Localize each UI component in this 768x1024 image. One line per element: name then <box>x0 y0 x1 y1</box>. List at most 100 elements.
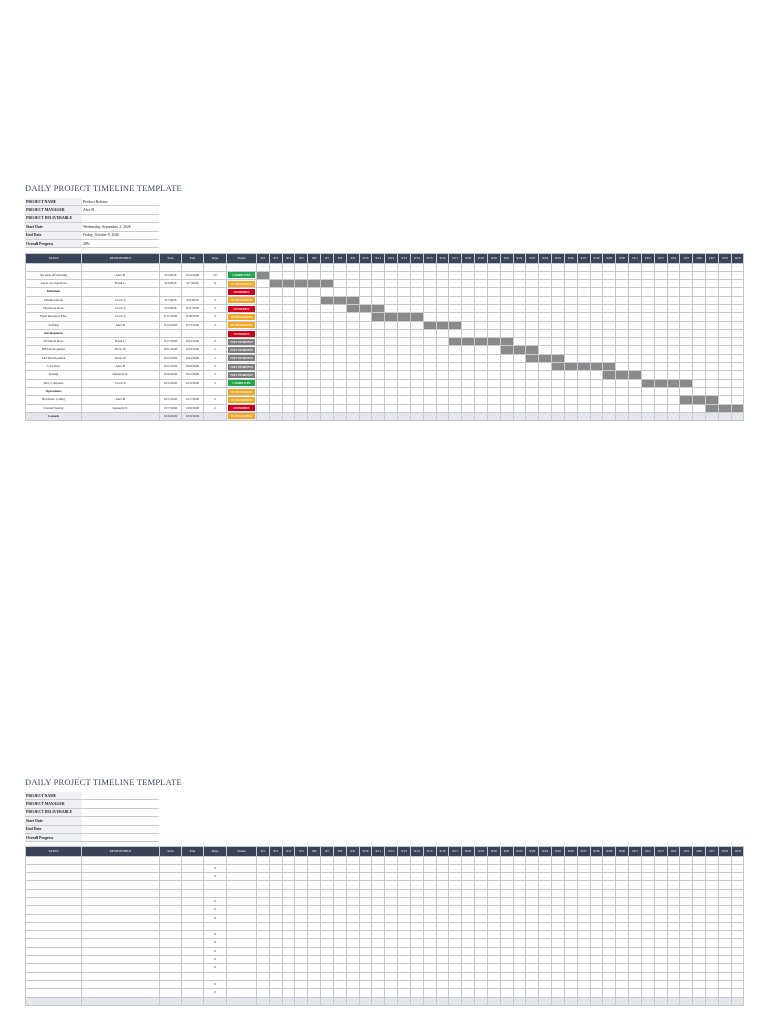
task-cell[interactable] <box>25 872 82 882</box>
start-cell[interactable] <box>159 988 182 998</box>
status-cell[interactable]: OVERDUE <box>226 403 257 413</box>
status-cell[interactable]: IN PROGRESS <box>226 312 257 322</box>
info-value[interactable] <box>82 808 159 818</box>
status-cell[interactable] <box>226 955 257 965</box>
responsible-cell[interactable] <box>81 996 160 1006</box>
end-cell[interactable]: 9/7/2026 <box>181 279 204 289</box>
task-cell[interactable] <box>25 888 82 899</box>
responsible-cell[interactable] <box>81 287 160 297</box>
responsible-cell[interactable] <box>81 938 160 948</box>
start-cell[interactable] <box>159 996 182 1006</box>
status-cell[interactable] <box>226 963 257 973</box>
task-cell[interactable] <box>25 971 82 981</box>
task-cell[interactable] <box>25 930 82 940</box>
responsible-cell[interactable] <box>81 921 160 932</box>
end-cell[interactable] <box>181 946 204 957</box>
task-cell[interactable] <box>25 863 82 874</box>
status-cell[interactable] <box>226 913 257 923</box>
task-cell[interactable]: Detailed Reqs <box>25 295 82 306</box>
status-cell[interactable] <box>226 938 257 948</box>
responsible-cell[interactable] <box>81 955 160 965</box>
status-cell[interactable]: IN PROGRESS <box>226 295 257 306</box>
end-cell[interactable] <box>181 988 204 998</box>
end-cell[interactable]: 9/25/2026 <box>181 353 204 364</box>
end-cell[interactable] <box>181 921 204 932</box>
task-cell[interactable] <box>25 946 82 957</box>
info-value[interactable] <box>82 214 159 224</box>
end-cell[interactable] <box>181 979 204 990</box>
task-cell[interactable] <box>25 880 82 890</box>
start-cell[interactable]: 9/14/2026 <box>159 320 182 330</box>
task-cell[interactable] <box>25 913 82 923</box>
end-cell[interactable] <box>181 863 204 874</box>
task-cell[interactable]: Operations <box>25 386 82 397</box>
responsible-cell[interactable]: Shaw W. <box>81 353 160 364</box>
task-cell[interactable]: API Development <box>25 353 82 364</box>
start-cell[interactable] <box>159 979 182 990</box>
responsible-cell[interactable] <box>81 971 160 981</box>
info-value[interactable]: Alex B. <box>82 205 159 215</box>
start-cell[interactable] <box>159 896 182 907</box>
end-cell[interactable]: 9/11/2026 <box>181 303 204 314</box>
status-cell[interactable]: NOT STARTED <box>226 337 257 347</box>
end-cell[interactable] <box>181 930 204 940</box>
info-value[interactable] <box>82 833 159 843</box>
responsible-cell[interactable] <box>81 386 160 397</box>
task-cell[interactable] <box>25 988 82 998</box>
end-cell[interactable]: 9/9/2026 <box>181 295 204 306</box>
end-cell[interactable]: 10/2/2026 <box>181 270 204 281</box>
responsible-cell[interactable]: Frank C. <box>81 337 160 347</box>
end-cell[interactable]: 9/29/2026 <box>181 362 204 372</box>
end-cell[interactable] <box>181 955 204 965</box>
task-cell[interactable]: Dev. Complete <box>25 378 82 388</box>
end-cell[interactable] <box>181 963 204 973</box>
status-cell[interactable] <box>226 888 257 899</box>
status-cell[interactable] <box>226 930 257 940</box>
status-cell[interactable] <box>226 921 257 932</box>
status-cell[interactable] <box>226 971 257 981</box>
status-cell[interactable]: OVERDUE <box>226 287 257 297</box>
end-cell[interactable] <box>181 905 204 915</box>
end-cell[interactable]: 10/7/2026 <box>181 395 204 405</box>
end-cell[interactable] <box>181 328 204 339</box>
responsible-cell[interactable] <box>81 930 160 940</box>
start-cell[interactable] <box>159 863 182 874</box>
start-cell[interactable] <box>159 930 182 940</box>
responsible-cell[interactable] <box>81 411 160 422</box>
task-cell[interactable]: Launch <box>25 411 82 422</box>
responsible-cell[interactable]: Alex B. <box>81 320 160 330</box>
start-cell[interactable] <box>159 905 182 915</box>
start-cell[interactable] <box>159 963 182 973</box>
start-cell[interactable] <box>159 880 182 890</box>
info-value[interactable] <box>82 816 159 826</box>
info-value[interactable]: 28% <box>82 239 159 249</box>
info-value[interactable]: Friday, October 9, 2026 <box>82 231 159 240</box>
status-cell[interactable]: OVERDUE <box>226 328 257 339</box>
status-cell[interactable]: IN PROGRESS <box>226 279 257 289</box>
responsible-cell[interactable] <box>81 863 160 874</box>
start-cell[interactable]: 9/21/2026 <box>159 345 182 355</box>
start-cell[interactable]: 10/7/2026 <box>159 403 182 413</box>
end-cell[interactable] <box>181 872 204 882</box>
responsible-cell[interactable] <box>81 946 160 957</box>
responsible-cell[interactable]: Jacob S. <box>81 312 160 322</box>
start-cell[interactable] <box>159 921 182 932</box>
task-cell[interactable]: Testing <box>25 370 82 380</box>
start-cell[interactable] <box>159 855 182 865</box>
responsible-cell[interactable] <box>81 988 160 998</box>
info-value[interactable]: Product Release <box>82 198 159 207</box>
task-cell[interactable] <box>25 963 82 973</box>
responsible-cell[interactable] <box>81 262 160 272</box>
status-cell[interactable] <box>226 262 257 272</box>
start-cell[interactable] <box>159 328 182 339</box>
end-cell[interactable] <box>181 386 204 397</box>
responsible-cell[interactable] <box>81 872 160 882</box>
start-cell[interactable] <box>159 971 182 981</box>
status-cell[interactable] <box>226 996 257 1006</box>
responsible-cell[interactable]: Alex B. <box>81 362 160 372</box>
task-cell[interactable] <box>25 938 82 948</box>
responsible-cell[interactable] <box>81 979 160 990</box>
status-cell[interactable] <box>226 979 257 990</box>
end-cell[interactable]: 9/17/2026 <box>181 320 204 330</box>
start-cell[interactable]: 10/5/2026 <box>159 395 182 405</box>
